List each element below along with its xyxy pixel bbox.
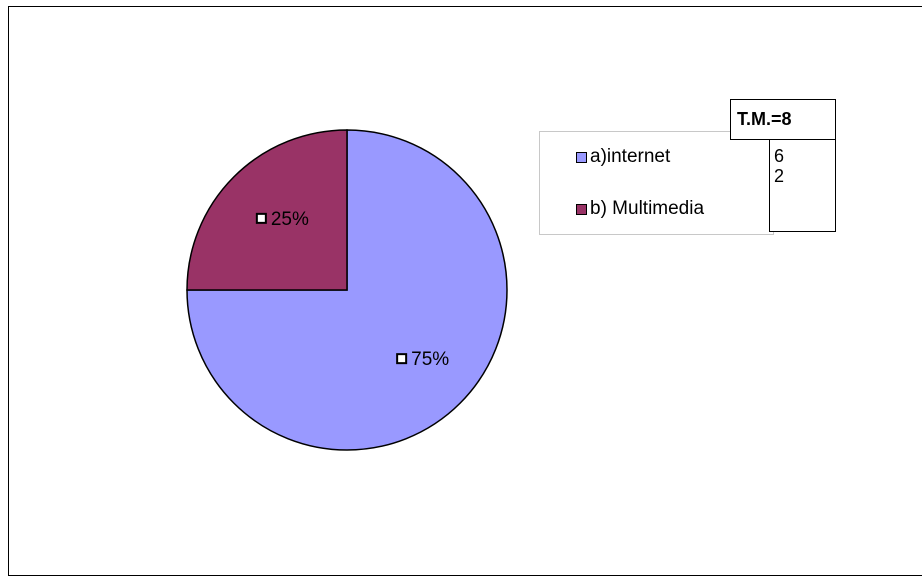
data-label-marker-internet — [396, 353, 408, 365]
legend-label-internet: a)internet — [590, 146, 671, 167]
legend-swatch-multimedia — [576, 203, 587, 215]
legend: a)internet b) Multimedia — [539, 131, 774, 235]
legend-swatch-internet — [576, 151, 587, 163]
data-label-multimedia: 25% — [271, 209, 309, 230]
pie-slice-multimedia — [186, 129, 348, 291]
legend-item-internet: a)internet — [576, 146, 670, 168]
legend-item-multimedia: b) Multimedia — [576, 198, 704, 220]
table-values: 6 2 — [769, 139, 836, 232]
data-label-internet: 75% — [411, 349, 449, 370]
legend-label-multimedia: b) Multimedia — [590, 198, 705, 219]
table-value-internet: 6 — [774, 146, 785, 166]
data-label-marker-multimedia — [255, 212, 267, 224]
table-value-multimedia: 2 — [774, 166, 785, 186]
table-header: T.M.=8 — [730, 99, 836, 140]
